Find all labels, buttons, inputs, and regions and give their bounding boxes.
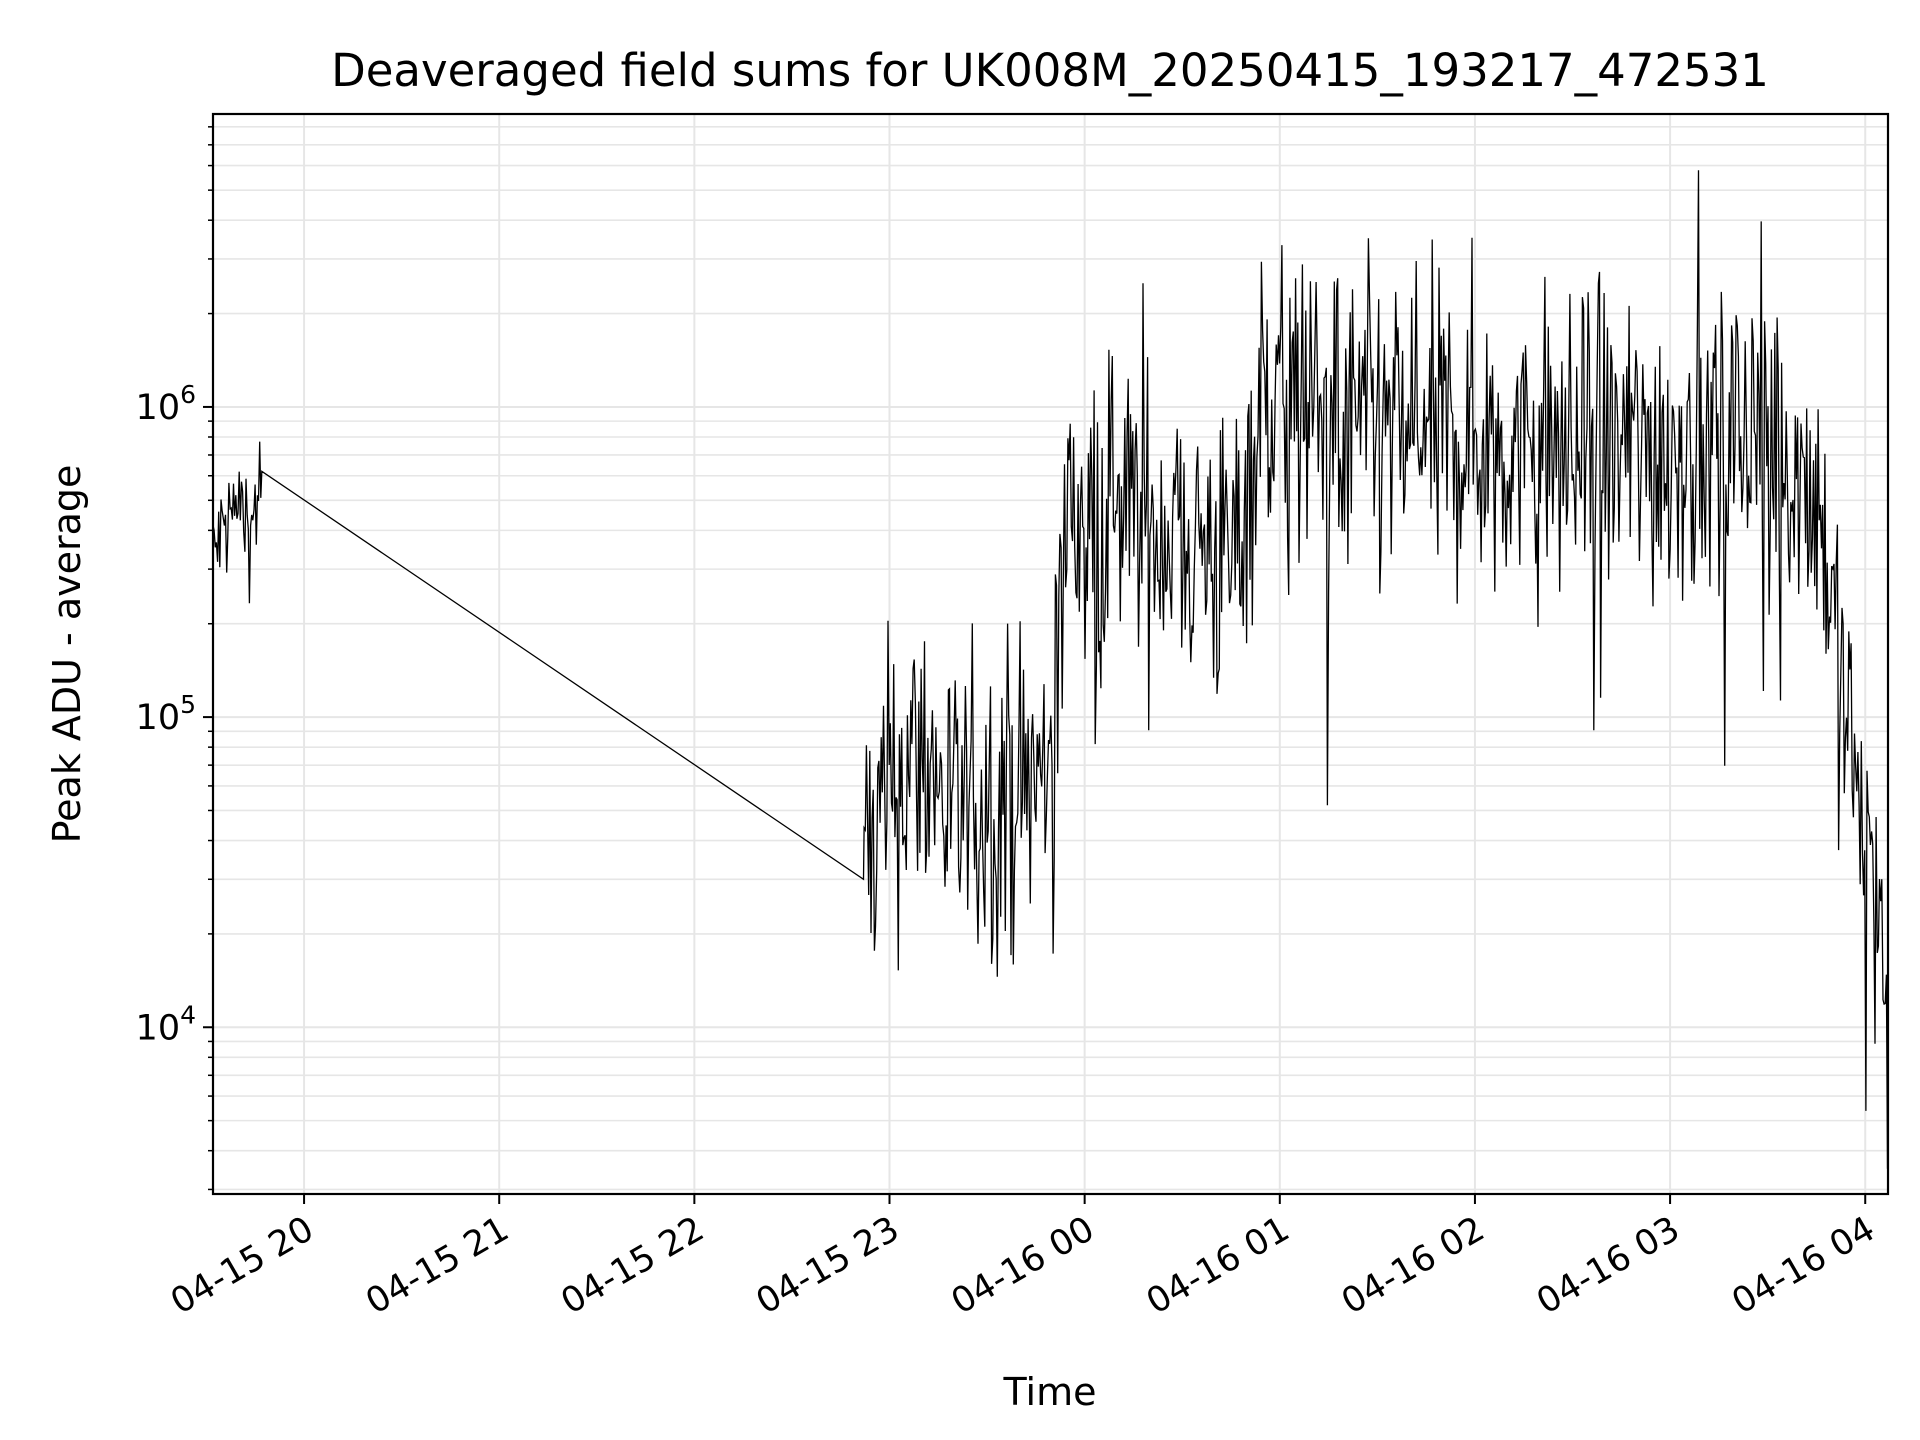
x-tick-label: 04-16 02: [1335, 1209, 1491, 1322]
y-axis-label: Peak ADU - average: [45, 465, 89, 844]
y-tick-label: 105: [136, 690, 196, 738]
x-tick-label: 04-16 00: [945, 1209, 1101, 1322]
series-line: [212, 170, 1889, 1169]
plot-frame: [211, 112, 1890, 1196]
y-tick-label: 104: [136, 1000, 196, 1048]
x-tick-label: 04-16 01: [1140, 1209, 1296, 1322]
y-minor-ticks: [208, 126, 213, 1191]
y-tick-label: 106: [136, 380, 196, 428]
x-tick-label: 04-16 03: [1530, 1209, 1686, 1322]
grid-lines: [213, 114, 1888, 1194]
x-axis-label: Time: [1003, 1370, 1097, 1414]
x-tick-label: 04-15 21: [359, 1209, 515, 1322]
chart-title: Deaveraged field sums for UK008M_2025041…: [331, 44, 1769, 97]
x-tick-label: 04-15 23: [750, 1209, 906, 1322]
x-tick-label: 04-15 20: [164, 1209, 320, 1322]
x-tick-label: 04-15 22: [555, 1209, 711, 1322]
x-axis-ticks: 04-15 20 04-15 21 04-15 22 04-15 23 04-16 00…: [164, 1194, 1882, 1322]
x-tick-label: 04-16 04: [1725, 1209, 1881, 1322]
y-axis-ticks: 104 105 106: [136, 380, 213, 1048]
